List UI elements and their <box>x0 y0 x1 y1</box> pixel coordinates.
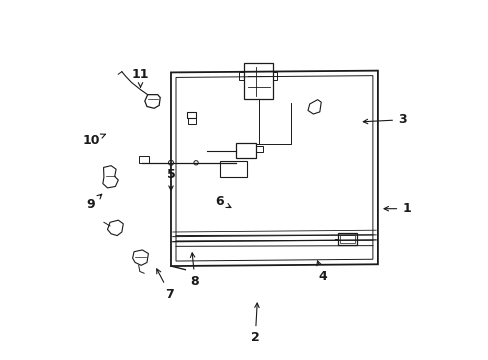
Bar <box>187 118 195 124</box>
Bar <box>219 161 246 177</box>
Bar <box>273 72 277 80</box>
Text: 10: 10 <box>82 134 105 147</box>
Text: 8: 8 <box>190 253 199 288</box>
Bar <box>139 156 149 163</box>
Text: 11: 11 <box>131 68 149 87</box>
Bar <box>235 143 256 158</box>
Text: 2: 2 <box>250 303 259 344</box>
Bar <box>244 63 273 99</box>
Text: 3: 3 <box>363 113 406 126</box>
Bar <box>340 235 355 243</box>
Bar <box>239 72 244 80</box>
Bar <box>256 146 262 152</box>
Text: 7: 7 <box>156 269 174 301</box>
Bar <box>338 233 356 244</box>
Bar <box>187 112 196 118</box>
Text: 5: 5 <box>166 168 175 190</box>
Text: 9: 9 <box>86 194 102 211</box>
Text: 1: 1 <box>383 202 410 215</box>
Text: 4: 4 <box>316 261 326 283</box>
Text: 6: 6 <box>215 195 230 208</box>
